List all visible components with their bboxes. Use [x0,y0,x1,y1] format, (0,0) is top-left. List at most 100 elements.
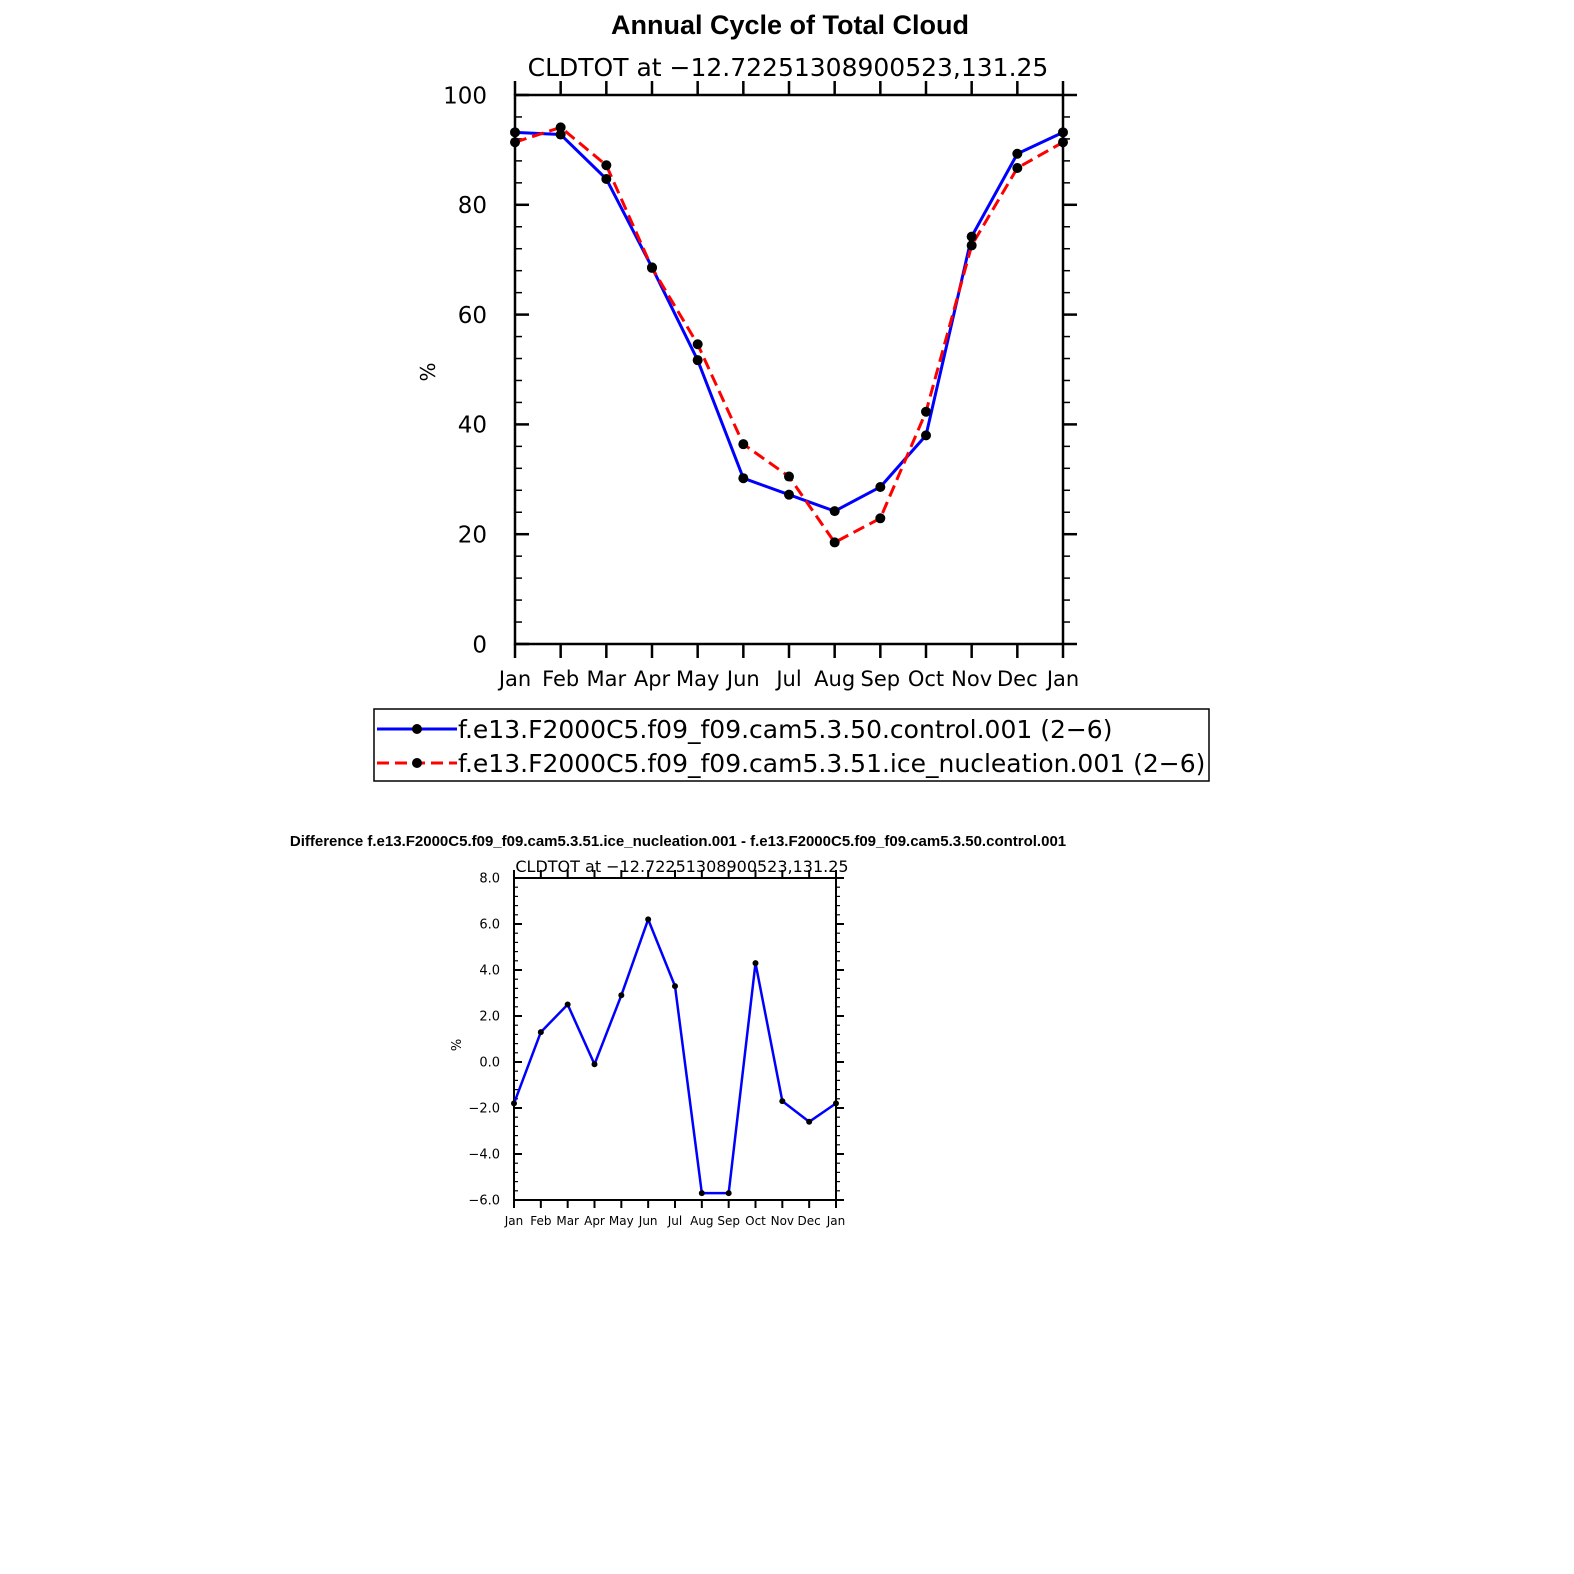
plot-frame [513,877,837,1201]
x-tick-label: Nov [951,667,992,691]
x-tick-label: Aug [690,1214,713,1228]
series-0-point [511,1100,517,1107]
x-tick-label: Aug [814,667,855,691]
x-tick-label: Jul [667,1214,682,1228]
series-1-point [692,339,703,350]
x-tick-label: Jan [497,667,531,691]
x-tick-label: Sep [717,1214,740,1228]
x-tick-label: May [609,1214,634,1228]
y-tick-label: 8.0 [479,872,500,887]
chart2-subtitle: CLDTOT at −12.72251308900523,131.25 [515,857,848,876]
series-0-point [779,1098,786,1105]
series-0-point [738,473,749,484]
chart1-axes: 0 20 40 60 80 100 Jan Feb Mar Apr May Jun Jul Aug Sep O… [443,81,1079,691]
y-tick-label: 0 [472,632,487,658]
x-tick-label: Dec [997,667,1038,691]
series-0-point [698,1190,705,1197]
series-line-0 [512,918,837,1195]
x-tick-label: Jan [504,1214,524,1228]
x-tick-label: Jun [725,667,760,691]
series-1-point [875,513,886,524]
series-1-point [966,240,977,251]
series-0-point [692,355,703,366]
series-0-point [725,1190,732,1197]
y-tick-label: 4.0 [479,964,500,979]
series-0-point [806,1118,813,1125]
x-tick-label: Jul [774,667,801,691]
y-tick-label: 60 [458,303,487,329]
series-0-point [784,489,794,500]
y-tick-label: 40 [458,413,487,439]
series-0-point [921,430,931,441]
chart2-title: Difference f.e13.F2000C5.f09_f09.cam5.3.… [290,833,1066,850]
series-0-point [555,129,566,140]
series-0-point [1058,127,1068,138]
series-0-point [564,1001,571,1008]
series-1-point [738,439,749,450]
x-tick-label: Jan [826,1214,846,1228]
plot-frame [513,93,1065,646]
y-tick-label: 6.0 [479,918,500,933]
series-0-point [1012,148,1023,159]
x-tick-label: Nov [771,1214,794,1228]
legend-ice-nucleation-marker [412,758,422,768]
x-tick-label: Jun [638,1214,658,1228]
annual-cycle-chart: Annual Cycle of Total Cloud CLDTOT at −1… [373,10,1210,782]
x-tick-label: Feb [530,1214,551,1228]
x-tick-label: Apr [634,667,671,691]
x-tick-label: Jan [1045,667,1079,691]
series-line-0 [514,130,1064,513]
series-1-point [784,471,794,482]
series-1-point [555,122,566,133]
y-tick-label: −4.0 [468,1148,500,1163]
series-0-point [618,992,625,999]
legend-control-marker [412,724,422,734]
x-tick-label: May [676,667,719,691]
chart2-series [511,916,839,1197]
series-1-point [647,262,657,273]
series-0-point [672,983,678,990]
y-tick-label: 0.0 [479,1056,500,1071]
y-tick-label: 80 [458,193,487,219]
x-tick-label: Oct [908,667,944,691]
series-0-point [875,481,886,492]
chart1-legend-box [373,708,1210,782]
series-0-point [601,173,612,184]
series-1-point [829,537,840,548]
y-tick-label: 20 [458,522,487,548]
chart2-ylabel: % [450,1039,465,1051]
series-0-point [966,231,977,242]
y-tick-label: 100 [443,83,487,109]
legend-ice-nucleation-label: f.e13.F2000C5.f09_f09.cam5.3.51.ice_nucl… [458,749,1205,778]
chart1-series [510,122,1068,548]
series-1-point [601,160,612,171]
y-tick-label: 2.0 [479,1010,500,1025]
y-tick-label: −6.0 [468,1194,500,1209]
chart1-title: Annual Cycle of Total Cloud [611,10,969,40]
series-0-point [591,1061,598,1068]
series-1-point [1058,137,1068,148]
legend-control-label: f.e13.F2000C5.f09_f09.cam5.3.50.control.… [458,715,1112,744]
series-0-point [829,506,840,517]
series-0-point [537,1029,544,1036]
series-0-point [645,916,652,923]
chart1-subtitle: CLDTOT at −12.72251308900523,131.25 [528,53,1049,82]
x-tick-label: Apr [584,1214,605,1228]
series-1-point [921,406,931,417]
x-tick-label: Feb [542,667,579,691]
chart2-axes: −6.0 −4.0 −2.0 0.0 2.0 4.0 6.0 8.0 Jan Feb Mar Apr M… [468,870,845,1228]
series-0-point [510,127,520,138]
chart1-ylabel: % [416,362,440,381]
x-tick-label: Dec [798,1214,821,1228]
series-1-point [510,137,520,148]
series-0-point [833,1100,839,1107]
series-1-point [1012,163,1023,174]
x-tick-label: Mar [587,667,627,691]
x-tick-label: Mar [556,1214,579,1228]
difference-chart: Difference f.e13.F2000C5.f09_f09.cam5.3.… [290,833,1066,1228]
x-tick-label: Sep [861,667,901,691]
series-0-point [752,960,759,967]
x-tick-label: Oct [745,1214,766,1228]
y-tick-label: −2.0 [468,1102,500,1117]
